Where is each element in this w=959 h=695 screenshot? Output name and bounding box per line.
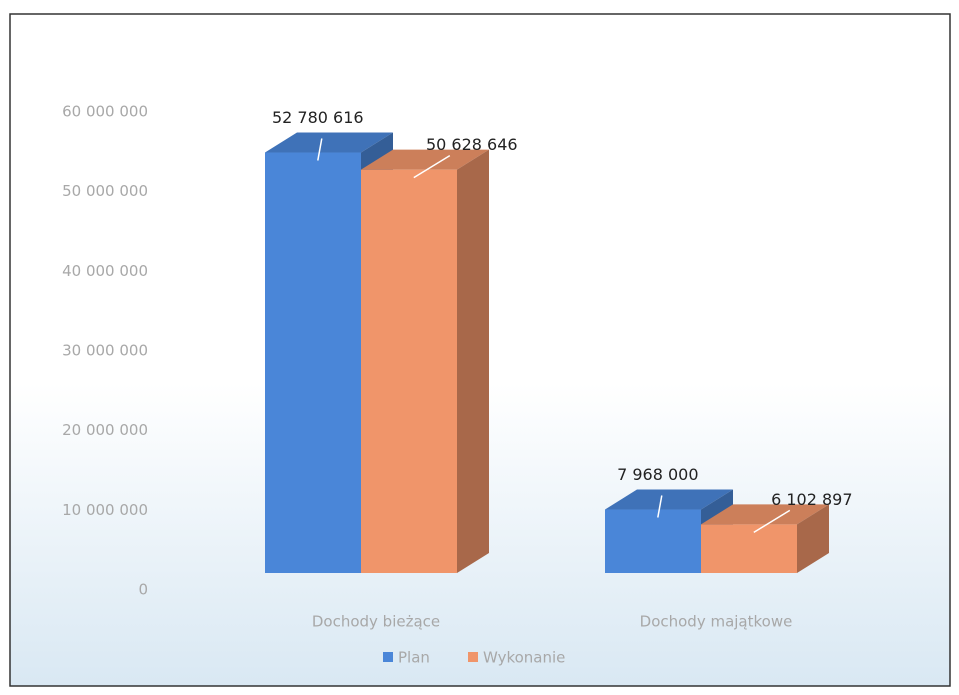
y-tick-label: 20 000 000 <box>62 421 148 439</box>
bar <box>701 524 797 573</box>
value-label: 52 780 616 <box>272 108 364 127</box>
y-tick-label: 0 <box>138 581 148 599</box>
y-tick-label: 50 000 000 <box>62 182 148 200</box>
bar-top <box>701 504 829 525</box>
y-tick-label: 30 000 000 <box>62 342 148 360</box>
x-tick-label: Dochody bieżące <box>312 613 440 631</box>
bar <box>265 152 361 574</box>
legend-label: Plan <box>398 649 430 667</box>
bar-top <box>265 132 393 153</box>
label-leader <box>413 155 451 179</box>
value-label: 50 628 646 <box>426 135 518 154</box>
bar <box>605 509 701 573</box>
bar <box>361 169 457 573</box>
legend-label: Wykonanie <box>483 649 565 667</box>
bar-top <box>605 489 733 510</box>
x-tick-label: Dochody majątkowe <box>640 613 793 631</box>
y-tick-label: 60 000 000 <box>62 103 148 121</box>
label-leader <box>317 138 323 161</box>
y-tick-label: 10 000 000 <box>62 501 148 519</box>
value-label: 7 968 000 <box>617 465 698 484</box>
y-tick-label: 40 000 000 <box>62 262 148 280</box>
label-leader <box>657 495 663 518</box>
value-label: 6 102 897 <box>771 490 852 509</box>
label-leader <box>753 509 791 534</box>
bar-side <box>797 504 829 573</box>
bar-top <box>361 149 489 170</box>
legend-swatch <box>468 652 478 662</box>
bar-side <box>457 149 489 573</box>
legend-swatch <box>383 652 393 662</box>
